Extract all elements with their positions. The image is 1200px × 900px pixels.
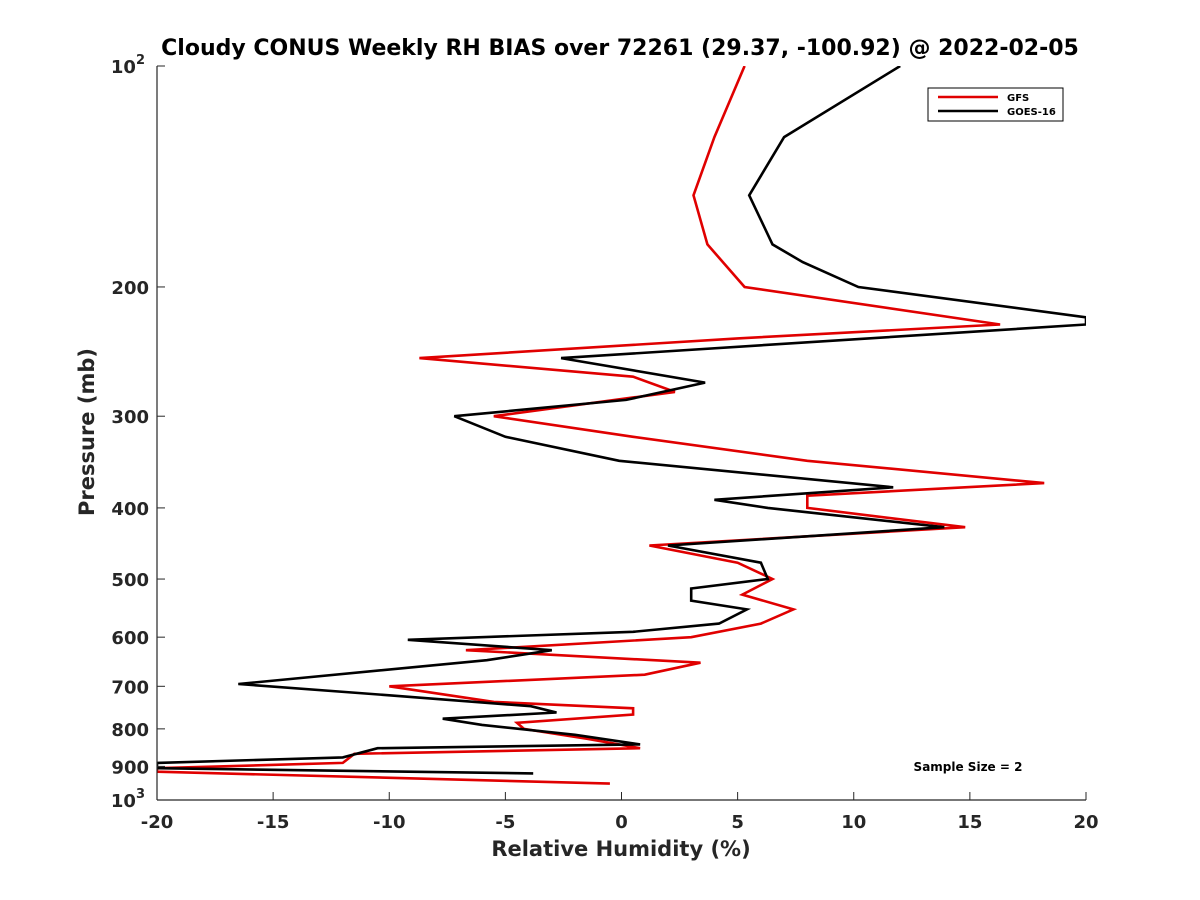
series-line-goes-16	[157, 66, 1086, 775]
y-tick-label: 200	[111, 278, 149, 299]
y-tick-label: 300	[111, 407, 149, 428]
y-axis-label: Pressure (mb)	[75, 348, 99, 516]
x-tick-label: -10	[373, 812, 406, 833]
y-tick-label: 900	[111, 757, 149, 778]
y-tick-label: 500	[111, 570, 149, 591]
sample-size-annotation: Sample Size = 2	[914, 760, 1023, 774]
y-tick-label: 700	[111, 677, 149, 698]
y-tick-label: 400	[111, 499, 149, 520]
series-line-gfs	[157, 66, 1045, 785]
x-tick-label: 15	[957, 812, 982, 833]
y-tick-label-exponent: 2	[136, 53, 145, 68]
legend-label-goes-16: GOES-16	[1007, 107, 1056, 118]
x-tick-label: -15	[257, 812, 290, 833]
x-tick-label: -20	[141, 812, 174, 833]
x-axis: -20 -15 -10 -5 0 5 10 15 20	[141, 792, 1099, 833]
y-tick-label-exponent: 3	[136, 787, 145, 802]
y-tick-label: 103	[111, 787, 145, 812]
y-tick-label: 600	[111, 628, 149, 649]
y-tick-label-base: 10	[111, 791, 136, 812]
x-tick-label: 5	[731, 812, 744, 833]
y-tick-label: 800	[111, 720, 149, 741]
x-tick-label: 10	[841, 812, 866, 833]
x-tick-label: -5	[495, 812, 515, 833]
legend-label-gfs: GFS	[1007, 93, 1029, 104]
x-axis-label: Relative Humidity (%)	[491, 837, 750, 861]
y-tick-label-base: 10	[111, 57, 136, 78]
plot-area	[157, 66, 1086, 785]
chart-title: Cloudy CONUS Weekly RH BIAS over 72261 (…	[161, 36, 1079, 61]
y-tick-label: 102	[111, 53, 145, 78]
x-tick-label: 20	[1073, 812, 1098, 833]
legend-box	[927, 87, 1064, 122]
legend: GFS GOES-16	[927, 87, 1064, 122]
series-lines	[157, 66, 1086, 785]
x-tick-label: 0	[615, 812, 628, 833]
